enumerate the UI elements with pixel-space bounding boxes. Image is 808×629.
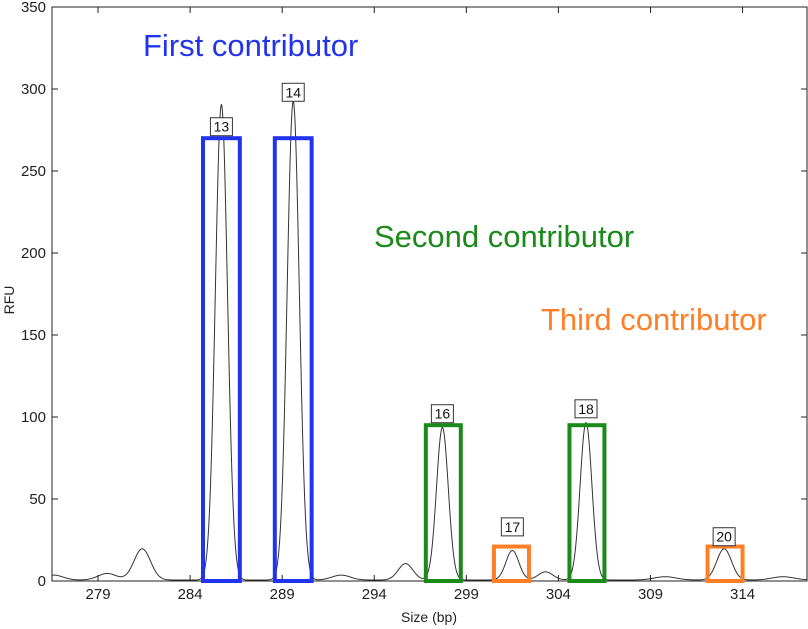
y-tick-label: 300 [21, 81, 46, 98]
allele-label-box [712, 527, 736, 547]
y-tick-label: 50 [29, 491, 46, 508]
second-contributor-label: Second contributor [374, 219, 634, 254]
x-tick-label: 309 [638, 586, 663, 603]
x-tick-label: 279 [86, 586, 111, 603]
allele-label-box [574, 399, 598, 419]
allele-label: 17 [505, 519, 521, 535]
y-tick-label: 250 [21, 163, 46, 180]
x-tick-label: 304 [546, 586, 571, 603]
y-tick-label: 0 [38, 573, 46, 590]
x-tick-label: 314 [730, 586, 755, 603]
y-axis-label: RFU [1, 286, 17, 315]
y-tick-label: 100 [21, 409, 46, 426]
allele-label: 18 [578, 401, 594, 417]
contributor-highlight-box [491, 544, 531, 583]
contributor-highlight-box [705, 544, 745, 583]
contributor-highlight-box [201, 136, 242, 583]
y-tick-label: 200 [21, 245, 46, 262]
contributor-highlight-box [567, 423, 607, 584]
first-contributor-label: First contributor [143, 28, 358, 63]
x-tick-label: 294 [362, 586, 387, 603]
y-tick-label: 350 [21, 0, 46, 16]
x-tick-label: 289 [270, 586, 295, 603]
plot-frame [51, 6, 808, 582]
allele-label-box [500, 517, 524, 537]
allele-label: 13 [214, 119, 230, 135]
y-tick-label: 150 [21, 327, 46, 344]
contributor-highlight-box [423, 423, 463, 584]
x-tick-label: 284 [178, 586, 203, 603]
x-tick-label: 299 [454, 586, 479, 603]
allele-label-box [209, 117, 233, 137]
plot-area: 279 284 289 294 299 304 309 314 0 50 100 150 200 250 3… [21, 0, 808, 603]
signal-trace [51, 99, 808, 581]
x-axis-label: Size (bp) [401, 609, 457, 625]
allele-label-box [281, 82, 305, 102]
allele-label: 14 [285, 84, 301, 100]
contributor-highlight-box [272, 136, 314, 583]
third-contributor-label: Third contributor [541, 302, 767, 337]
allele-label: 20 [716, 529, 732, 545]
allele-label: 16 [435, 406, 451, 422]
allele-label-box [430, 404, 454, 424]
